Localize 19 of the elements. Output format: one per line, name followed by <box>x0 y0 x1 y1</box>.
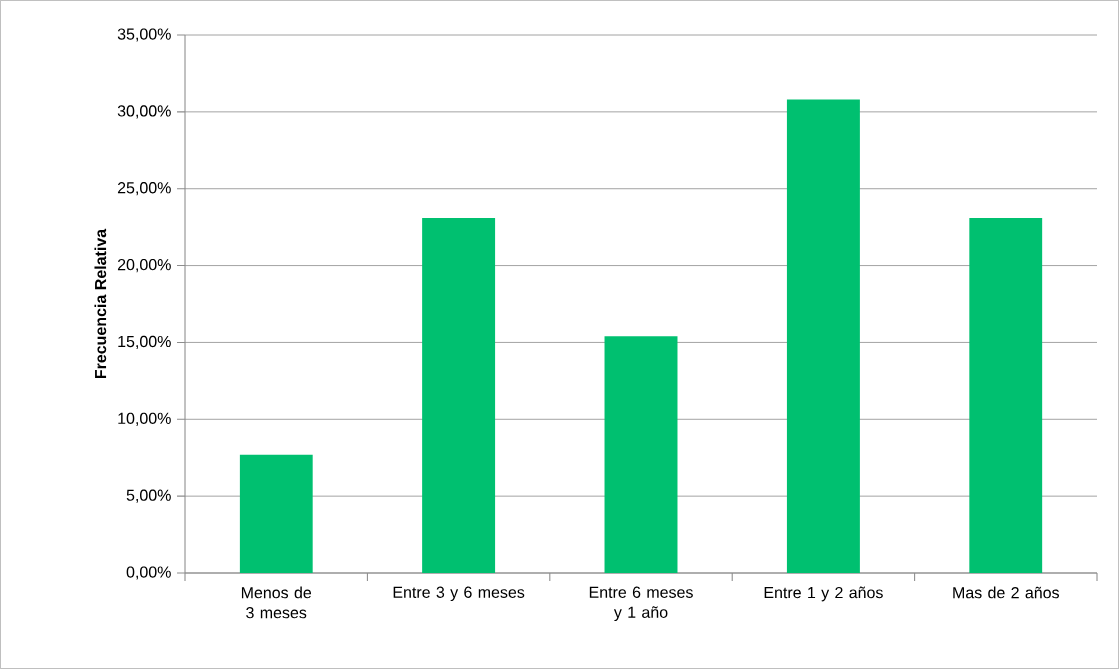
x-tick-label: Entre 3 y 6 meses <box>393 586 525 602</box>
bar <box>239 454 313 573</box>
y-tick-label: 0,00% <box>126 566 171 580</box>
y-tick-label: 5,00% <box>126 489 171 503</box>
y-tick-label: 25,00% <box>117 182 171 196</box>
bar <box>786 99 860 573</box>
bar <box>969 217 1043 573</box>
bar <box>422 217 496 573</box>
x-tick-label: Mas de 2 años <box>953 586 1060 599</box>
y-tick-label: 20,00% <box>117 258 171 273</box>
x-tick-label: Menos de 3 meses <box>241 586 312 619</box>
x-tick-label: Entre 1 y 2 años <box>764 586 883 602</box>
y-tick-label: 30,00% <box>117 105 171 119</box>
y-axis-title: Frecuencia Relativa <box>94 228 107 379</box>
y-tick-label: 10,00% <box>118 412 171 426</box>
y-tick-label: 35,00% <box>117 28 171 42</box>
x-tick-label: Entre 6 meses y 1 año <box>589 586 693 622</box>
y-tick-label: 15,00% <box>118 335 171 350</box>
bar <box>604 336 678 573</box>
